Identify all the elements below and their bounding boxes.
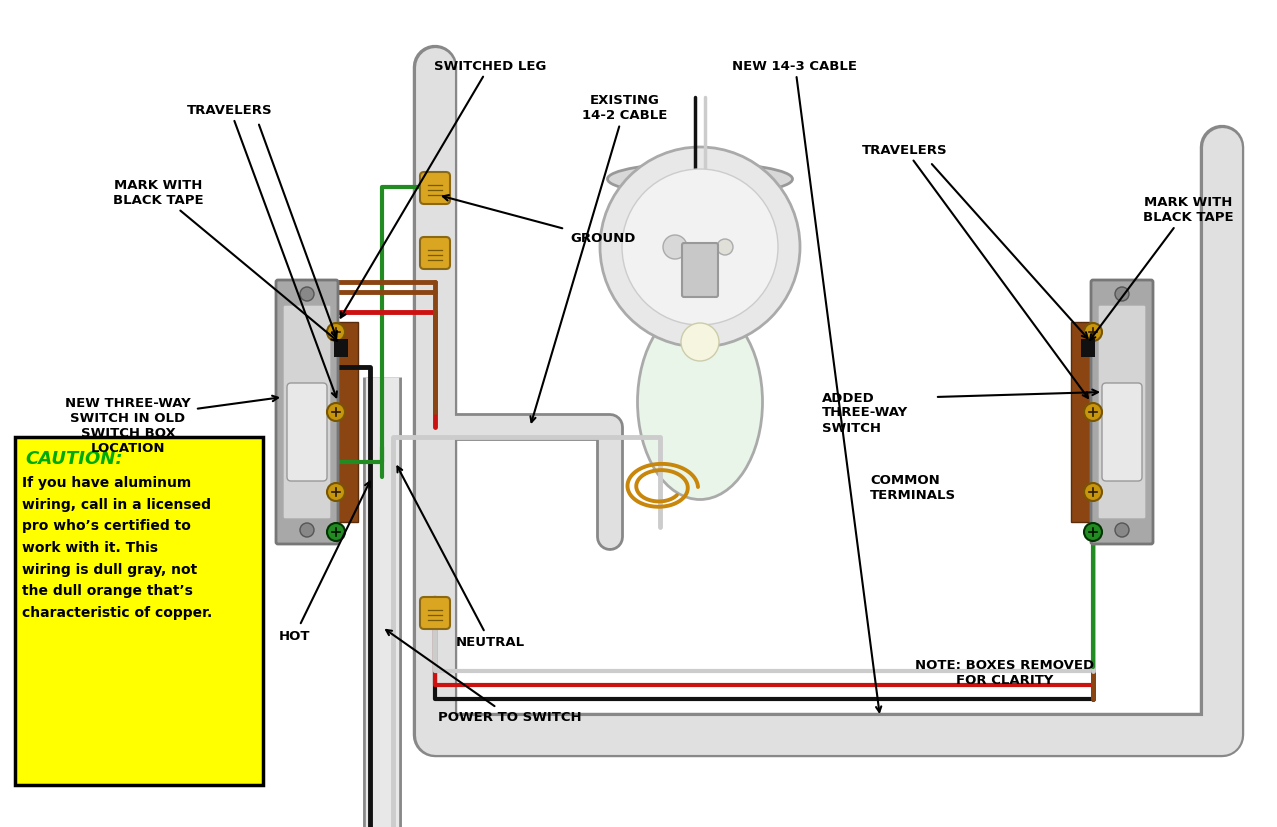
Text: TRAVELERS: TRAVELERS [862,143,1088,399]
Text: SWITCHED LEG: SWITCHED LEG [341,60,547,318]
Ellipse shape [681,323,719,361]
Circle shape [1084,404,1102,422]
Text: TRAVELERS: TRAVELERS [188,103,337,398]
Text: COMMON
TERMINALS: COMMON TERMINALS [870,473,956,501]
Circle shape [327,484,345,501]
Circle shape [1115,288,1129,302]
Circle shape [1084,523,1102,542]
Bar [335,340,349,357]
Circle shape [1084,323,1102,342]
FancyBboxPatch shape [1102,384,1142,481]
FancyBboxPatch shape [420,597,450,629]
Circle shape [1084,484,1102,501]
Bar [1071,323,1093,523]
FancyBboxPatch shape [1098,306,1145,519]
Circle shape [622,170,778,326]
FancyBboxPatch shape [276,280,338,544]
Circle shape [327,404,345,422]
Ellipse shape [608,164,793,196]
Ellipse shape [637,305,762,500]
Circle shape [716,240,733,256]
Bar [1082,340,1094,357]
Circle shape [663,236,687,260]
Text: If you have aluminum
wiring, call in a licensed
pro who’s certified to
work with: If you have aluminum wiring, call in a l… [22,476,212,619]
FancyBboxPatch shape [682,244,718,298]
Circle shape [1115,523,1129,538]
Text: ADDED
THREE-WAY
SWITCH: ADDED THREE-WAY SWITCH [822,391,908,434]
Text: POWER TO SWITCH: POWER TO SWITCH [386,630,582,724]
Text: HOT: HOT [280,482,370,642]
FancyBboxPatch shape [1091,280,1153,544]
Text: NEW 14-3 CABLE: NEW 14-3 CABLE [733,60,881,712]
Text: NEUTRAL: NEUTRAL [397,467,525,648]
FancyBboxPatch shape [287,384,327,481]
Circle shape [300,523,314,538]
FancyBboxPatch shape [283,306,331,519]
FancyBboxPatch shape [420,237,450,270]
Bar [336,323,358,523]
Circle shape [327,523,345,542]
Text: CAUTION:: CAUTION: [26,449,123,467]
Text: EXISTING
14-2 CABLE: EXISTING 14-2 CABLE [530,94,668,423]
Text: NEW THREE-WAY
SWITCH IN OLD
SWITCH BOX
LOCATION: NEW THREE-WAY SWITCH IN OLD SWITCH BOX L… [65,396,190,455]
Circle shape [327,323,345,342]
FancyBboxPatch shape [15,437,263,785]
Text: MARK WITH
BLACK TAPE: MARK WITH BLACK TAPE [1091,196,1234,341]
FancyBboxPatch shape [420,173,450,205]
Text: NOTE: BOXES REMOVED
FOR CLARITY: NOTE: BOXES REMOVED FOR CLARITY [916,658,1094,686]
Text: MARK WITH
BLACK TAPE: MARK WITH BLACK TAPE [112,179,337,342]
Circle shape [300,288,314,302]
Circle shape [600,148,799,347]
Text: GROUND: GROUND [570,232,636,244]
